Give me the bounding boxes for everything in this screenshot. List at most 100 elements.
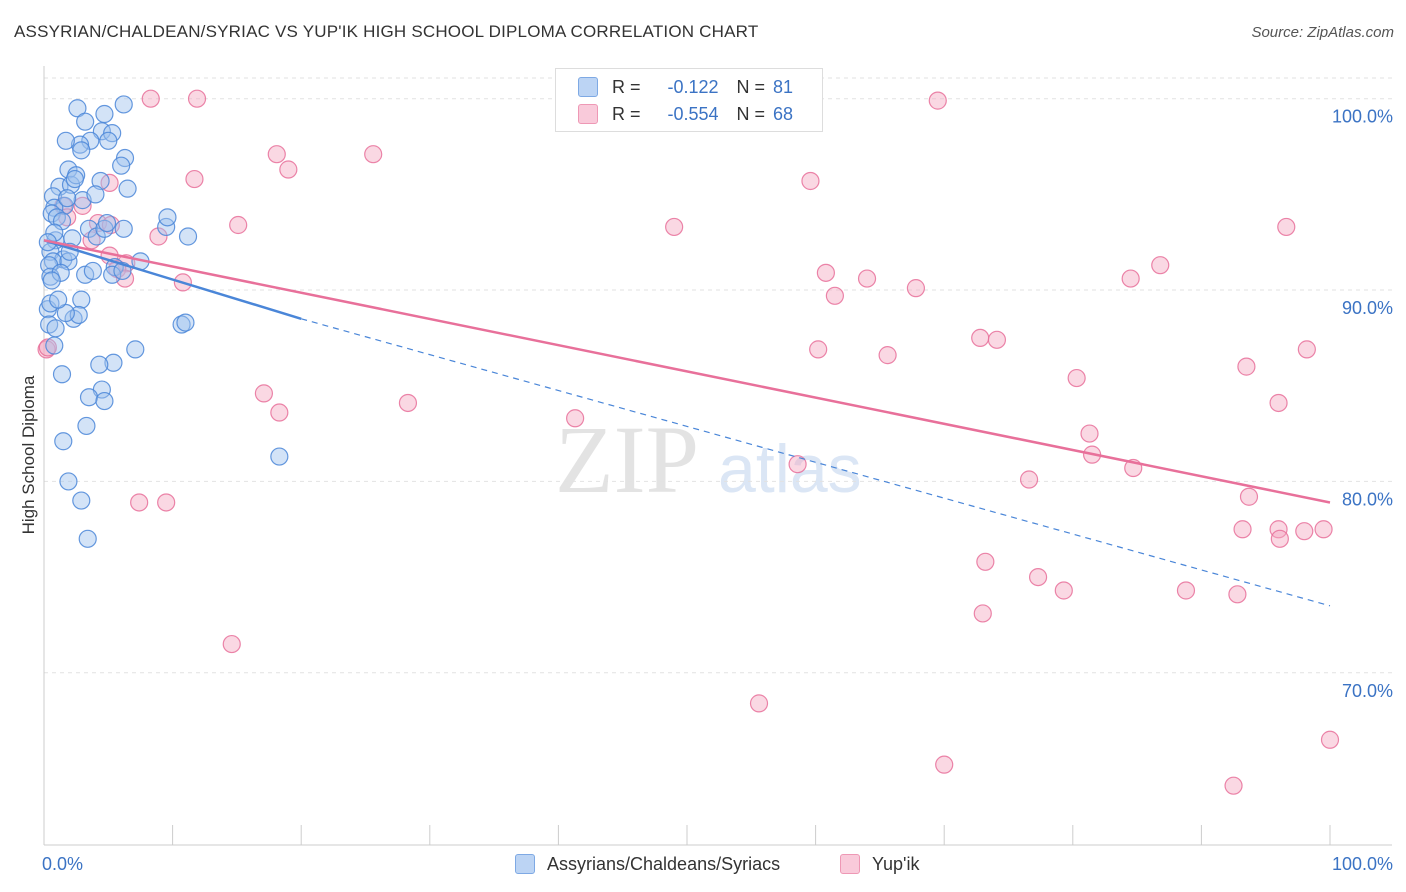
y-axis-label: High School Diploma — [19, 375, 38, 534]
point-assyrian — [58, 189, 77, 208]
point-yupik — [229, 215, 248, 235]
y-tick-label: 100.0% — [1332, 107, 1393, 127]
point-yupik — [1269, 393, 1288, 413]
y-tick-label: 80.0% — [1342, 489, 1393, 509]
point-assyrian — [59, 472, 78, 491]
point-yupik — [857, 269, 877, 288]
point-yupik — [878, 346, 897, 365]
point-assyrian — [114, 219, 133, 238]
point-yupik — [973, 604, 992, 623]
x-tick-label: 0.0% — [42, 854, 83, 874]
point-assyrian — [52, 365, 72, 384]
legend-swatch-pink — [578, 104, 598, 124]
source-label: Source: ZipAtlas.com — [1251, 24, 1394, 41]
point-yupik — [267, 145, 286, 164]
point-yupik — [1295, 522, 1314, 541]
legend-swatch-blue — [578, 77, 598, 97]
point-assyrian — [86, 185, 105, 204]
point-yupik — [816, 263, 835, 282]
x-tick-label: 100.0% — [1332, 854, 1393, 874]
point-assyrian — [114, 95, 133, 114]
point-yupik — [222, 634, 241, 654]
point-assyrian — [126, 340, 145, 359]
point-assyrian — [78, 529, 97, 548]
bottom-legend-label: Assyrians/Chaldeans/Syriacs — [547, 853, 781, 874]
point-yupik — [157, 493, 176, 512]
trend-assyrian-solid — [43, 239, 302, 320]
point-assyrian — [104, 353, 123, 372]
point-assyrian — [87, 227, 106, 246]
point-assyrian — [72, 290, 91, 309]
r-value: -0.554 — [667, 103, 719, 124]
point-yupik — [254, 384, 274, 403]
point-yupik — [935, 755, 954, 774]
point-assyrian — [270, 447, 289, 466]
point-yupik — [141, 89, 160, 108]
bottom-legend-assyrian: Assyrians/Chaldeans/Syriacs — [515, 852, 780, 876]
point-yupik — [364, 145, 383, 164]
point-yupik — [185, 169, 204, 189]
point-assyrian — [157, 217, 176, 237]
n-value: 81 — [773, 76, 794, 97]
point-assyrian — [68, 99, 87, 118]
point-yupik — [270, 403, 289, 422]
point-yupik — [1228, 585, 1247, 604]
point-assyrian — [112, 156, 131, 175]
y-tick-label: 70.0% — [1342, 681, 1393, 701]
point-yupik — [1176, 581, 1196, 600]
point-assyrian — [91, 171, 110, 191]
watermark-atlas: atlas — [718, 431, 862, 507]
point-yupik — [566, 409, 585, 428]
point-yupik — [1270, 529, 1289, 548]
point-yupik — [38, 338, 57, 357]
point-yupik — [749, 694, 769, 713]
point-yupik — [73, 196, 92, 215]
trend-lines — [43, 239, 1331, 607]
point-assyrian — [56, 303, 75, 323]
bottom-swatch-pink — [840, 854, 860, 874]
trend-assyrian-dashed — [301, 318, 1331, 607]
point-yupik — [1239, 487, 1259, 506]
point-yupik — [130, 493, 149, 512]
point-yupik — [788, 455, 807, 474]
point-assyrian — [83, 261, 102, 281]
point-yupik — [928, 91, 947, 110]
point-yupik — [1269, 520, 1288, 539]
point-assyrian — [103, 265, 122, 284]
chart-title: ASSYRIAN/CHALDEAN/SYRIAC VS YUP'IK HIGH … — [14, 22, 759, 41]
n-label: N = — [736, 76, 766, 97]
point-yupik — [1277, 217, 1296, 237]
watermark-zip: ZIP — [555, 406, 699, 513]
point-assyrian — [79, 219, 99, 238]
point-yupik — [801, 171, 820, 191]
point-yupik — [665, 217, 684, 237]
n-value: 68 — [773, 103, 794, 124]
stats-legend: R = -0.122 N = 81 R = -0.554 N = 68 — [555, 68, 823, 132]
point-yupik — [187, 89, 207, 108]
point-yupik — [149, 227, 168, 246]
point-assyrian — [90, 355, 109, 374]
point-yupik — [1314, 520, 1333, 539]
point-yupik — [976, 552, 995, 571]
point-yupik — [906, 279, 926, 298]
point-yupik — [1080, 424, 1099, 443]
point-assyrian — [72, 141, 91, 160]
point-yupik — [1067, 368, 1086, 388]
point-assyrian — [54, 432, 73, 451]
point-assyrian — [77, 416, 96, 436]
point-assyrian — [70, 135, 90, 154]
point-yupik — [825, 286, 844, 305]
point-assyrian — [46, 319, 65, 338]
point-assyrian — [158, 208, 177, 227]
trend-yupik-solid — [43, 239, 1331, 504]
point-assyrian — [176, 313, 195, 332]
point-assyrian — [45, 336, 64, 355]
legend-row-assyrian: R = -0.122 N = 81 — [578, 75, 793, 99]
bottom-legend-label: Yup'ik — [872, 853, 920, 874]
point-yupik — [1224, 776, 1243, 795]
point-yupik — [1297, 340, 1316, 359]
point-yupik — [1237, 357, 1256, 376]
point-assyrian — [42, 271, 61, 290]
point-assyrian — [49, 290, 68, 309]
r-label: R = — [612, 76, 641, 97]
